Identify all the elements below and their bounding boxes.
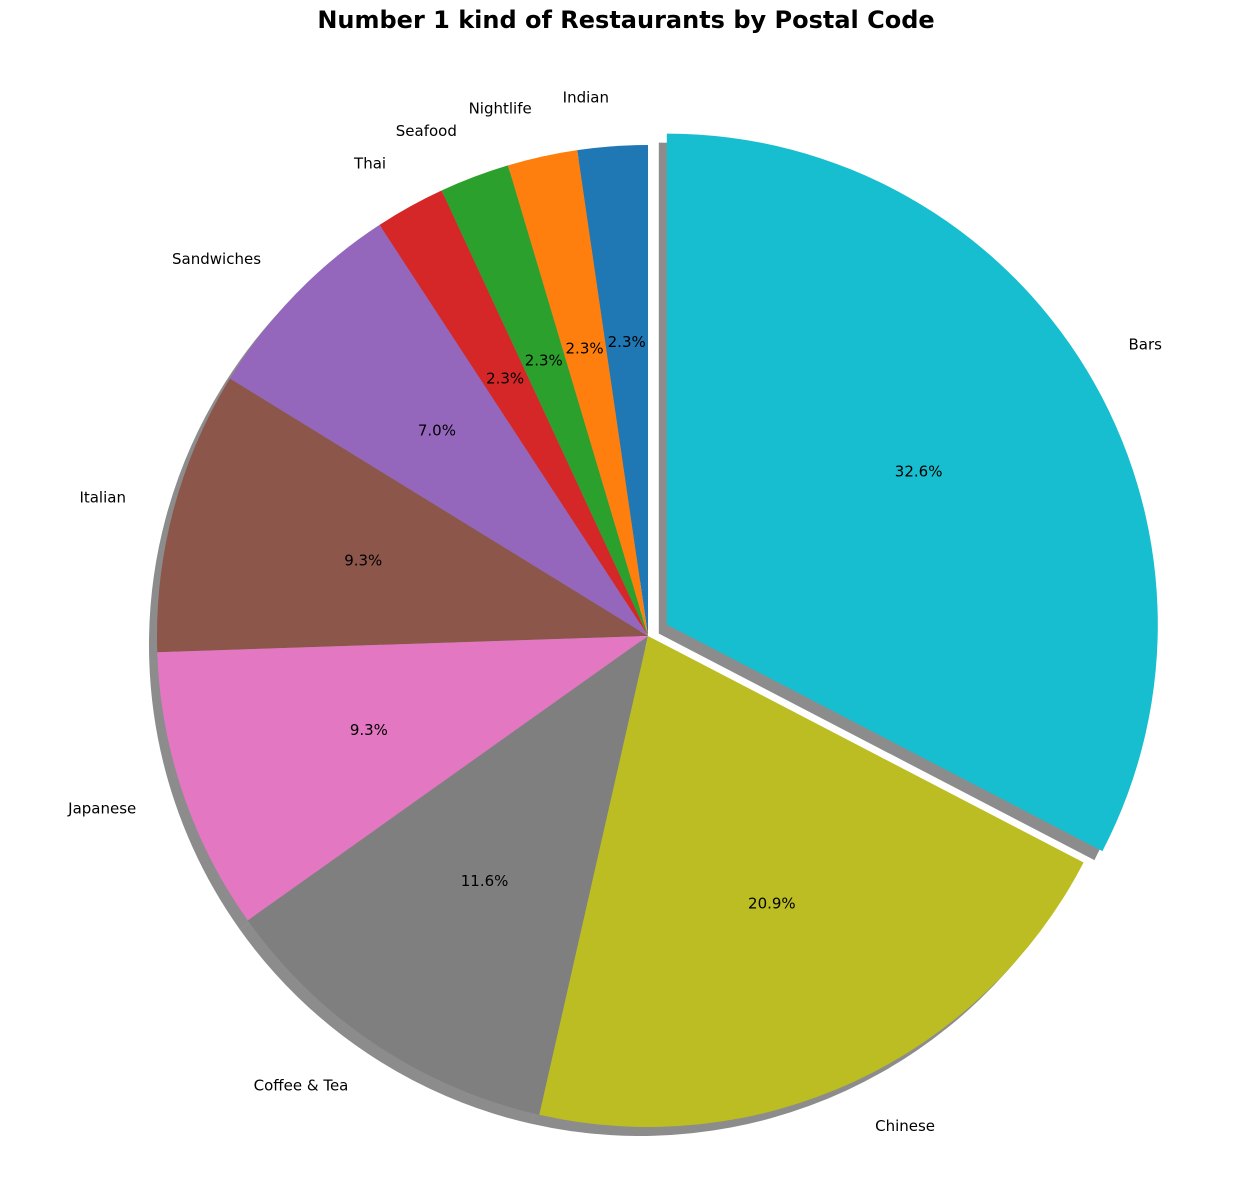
percent-label-nightlife: 2.3% — [566, 339, 604, 357]
percent-label-bars: 32.6% — [895, 463, 943, 481]
percent-label-indian: 2.3% — [608, 333, 646, 351]
pie-slice-sandwiches — [229, 224, 648, 637]
pie-slice-thai — [379, 190, 648, 636]
category-label-coffee-and-tea: Coffee & Tea — [254, 1076, 349, 1094]
pie-slice-chinese — [539, 636, 1084, 1128]
category-label-bars: Bars — [1128, 335, 1162, 353]
category-label-layer: Indian Nightlife Seafood Thai Sandwiches Ital… — [67, 88, 1162, 1135]
category-label-indian: Indian — [563, 88, 609, 106]
category-label-seafood: Seafood — [396, 122, 457, 140]
category-label-nightlife: Nightlife — [469, 100, 532, 118]
chart-title: Number 1 kind of Restaurants by Postal C… — [317, 6, 935, 34]
category-label-japanese: Japanese — [67, 800, 136, 818]
pie-slice-japanese — [157, 636, 648, 921]
percent-label-japanese: 9.3% — [350, 721, 388, 739]
category-label-thai: Thai — [353, 155, 386, 173]
pie-slice-bars — [666, 133, 1158, 852]
pie-slice-layer — [156, 133, 1158, 1128]
pie-slice-italian — [156, 378, 648, 653]
percent-label-layer: 2.3%2.3%2.3%2.3%7.0%9.3%9.3%11.6%20.9%32… — [344, 333, 942, 912]
category-label-chinese: Chinese — [875, 1117, 935, 1135]
percent-label-sandwiches: 7.0% — [418, 421, 456, 439]
percent-label-seafood: 2.3% — [525, 351, 563, 369]
percent-label-italian: 9.3% — [344, 551, 382, 569]
pie-slice-nightlife — [507, 150, 648, 636]
percent-label-thai: 2.3% — [486, 369, 524, 387]
percent-label-chinese: 20.9% — [748, 894, 796, 912]
category-label-italian: Italian — [79, 488, 126, 506]
percent-label-coffee-and-tea: 11.6% — [461, 872, 509, 890]
category-label-sandwiches: Sandwiches — [172, 250, 261, 268]
pie-slice-coffee-and-tea — [247, 636, 649, 1115]
pie-slice-indian — [577, 145, 648, 636]
pie-slice-seafood — [441, 165, 648, 636]
